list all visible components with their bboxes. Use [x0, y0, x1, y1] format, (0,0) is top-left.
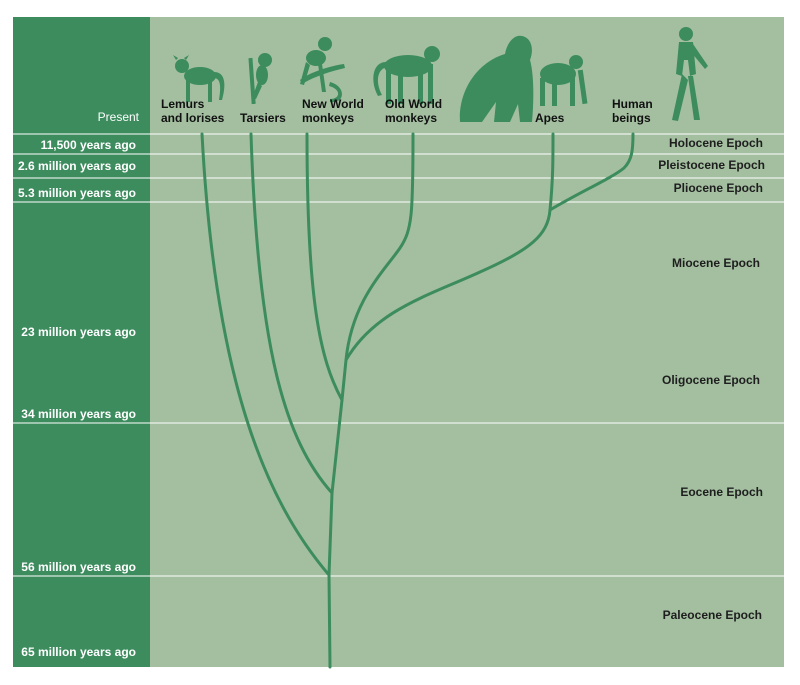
tarsier-icon — [248, 53, 272, 105]
branch-hominoid — [344, 208, 552, 362]
taxon-label-old-world-monkeys: Old World — [385, 97, 442, 111]
gorilla-icon — [459, 35, 534, 122]
branch-lemurs — [200, 132, 331, 577]
present-label: Present — [98, 110, 140, 124]
branch-anthropoid — [330, 398, 344, 495]
time-label: 5.3 million years ago — [18, 186, 136, 200]
new-world-monkey-icon — [300, 37, 345, 103]
taxon-label-new-world-monkeys: monkeys — [302, 111, 354, 125]
phylogenetic-tree — [200, 132, 635, 669]
epoch-label: Paleocene Epoch — [663, 608, 762, 622]
branch-new-world-monkeys — [305, 132, 344, 402]
epoch-label: Miocene Epoch — [672, 256, 760, 270]
branch-old-world-monkeys — [344, 132, 415, 362]
branch-apes — [548, 132, 555, 212]
time-label: 34 million years ago — [21, 407, 136, 421]
branch-catarrhine — [340, 358, 348, 402]
human-icon — [672, 27, 708, 121]
diagram-panel — [150, 17, 784, 667]
taxon-label-apes: Apes — [535, 111, 565, 125]
taxon-label-lemurs: and lorises — [161, 111, 225, 125]
ape-icon — [540, 55, 588, 106]
epoch-label: Pleistocene Epoch — [658, 158, 765, 172]
branch-human-beings — [548, 132, 635, 212]
epoch-label: Oligocene Epoch — [662, 373, 760, 387]
taxon-label-human-beings: Human — [612, 97, 653, 111]
taxon-label-human-beings: beings — [612, 111, 651, 125]
time-label: 2.6 million years ago — [18, 159, 136, 173]
taxon-label-tarsiers: Tarsiers — [240, 111, 286, 125]
time-label: 56 million years ago — [21, 560, 136, 574]
left-time-band — [13, 17, 150, 667]
branch-root — [327, 573, 332, 669]
time-label: 23 million years ago — [21, 325, 136, 339]
branch-tarsiers — [249, 132, 334, 495]
lemur-icon — [173, 55, 225, 102]
epoch-label: Holocene Epoch — [669, 136, 763, 150]
epoch-label: Pliocene Epoch — [674, 181, 763, 195]
epoch-dividers — [13, 133, 784, 577]
taxon-label-lemurs: Lemurs — [161, 97, 205, 111]
taxon-label-new-world-monkeys: New World — [302, 97, 364, 111]
time-label: 11,500 years ago — [41, 138, 136, 152]
epoch-label: Eocene Epoch — [680, 485, 763, 499]
old-world-monkey-icon — [373, 46, 440, 104]
branch-haplorhine — [327, 491, 334, 577]
time-label: 65 million years ago — [21, 645, 136, 659]
taxon-label-old-world-monkeys: monkeys — [385, 111, 437, 125]
